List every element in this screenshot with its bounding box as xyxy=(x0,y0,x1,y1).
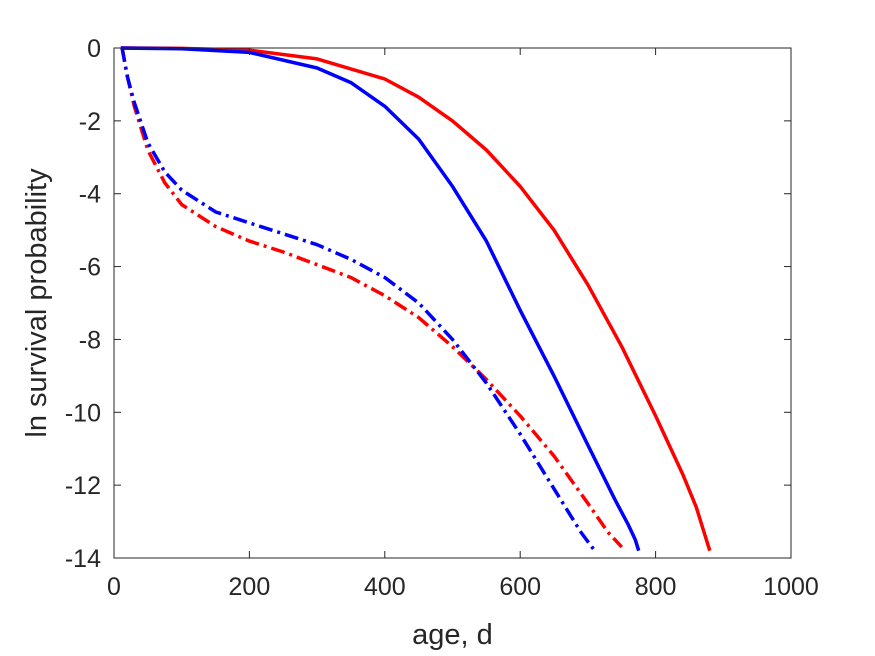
series-line-3 xyxy=(120,47,624,549)
x-tick-label: 400 xyxy=(364,573,406,601)
y-tick-label: -12 xyxy=(65,472,101,500)
y-tick-label: -4 xyxy=(79,181,101,209)
x-tick-label: 800 xyxy=(635,573,677,601)
x-tick-label: 1000 xyxy=(763,573,819,601)
series-line-4 xyxy=(120,47,597,552)
y-tick-label: 0 xyxy=(87,35,101,63)
plot-frame xyxy=(113,47,792,559)
plot-lines xyxy=(120,46,712,552)
x-tick-label: 0 xyxy=(107,573,121,601)
y-tick-label: -8 xyxy=(79,326,101,354)
x-tick-label: 200 xyxy=(229,573,271,601)
y-tick-label: -2 xyxy=(79,108,101,136)
x-axis-title: age, d xyxy=(412,619,493,651)
axis-ticks: 0 200 400 600 800 1000 0 -2 -4 -6 -8 -10 -12 -14 xyxy=(65,35,819,601)
y-tick-label: -10 xyxy=(65,399,101,427)
y-axis-title: ln survival probability xyxy=(21,168,53,438)
series-line-1 xyxy=(120,46,712,552)
series-line-2 xyxy=(120,46,641,552)
y-tick-label: -14 xyxy=(65,545,101,573)
x-tick-label: 600 xyxy=(499,573,541,601)
y-tick-label: -6 xyxy=(79,254,101,282)
